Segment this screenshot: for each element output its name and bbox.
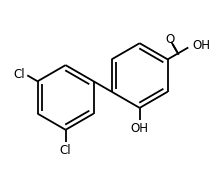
Text: Cl: Cl	[60, 144, 71, 157]
Text: Cl: Cl	[13, 68, 25, 81]
Text: OH: OH	[192, 39, 210, 52]
Text: OH: OH	[131, 122, 149, 135]
Text: O: O	[165, 33, 174, 46]
